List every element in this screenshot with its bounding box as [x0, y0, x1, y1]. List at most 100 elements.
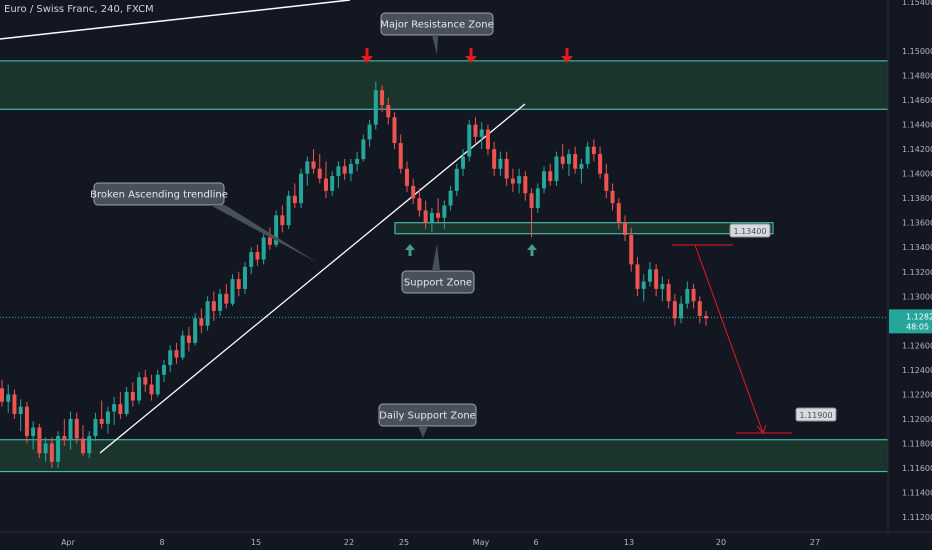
zone-band-3	[0, 439, 888, 472]
price-tick-label: 1.12400	[902, 366, 932, 375]
candle-body	[573, 154, 578, 169]
candle-body	[242, 266, 247, 289]
candle-body	[367, 124, 372, 140]
candle-body	[566, 154, 571, 164]
down-arrow-icon	[561, 48, 573, 63]
candle-body	[305, 161, 310, 174]
candle-body	[211, 301, 216, 311]
zone-band-2	[394, 222, 774, 235]
candle-body	[87, 436, 92, 454]
candle-body	[286, 195, 291, 226]
target-label-2-box	[795, 407, 837, 422]
candle-body	[330, 176, 335, 191]
time-tick-label: Apr	[61, 538, 76, 547]
candle-body	[629, 234, 634, 265]
target-label-2-text: 1.11900	[799, 411, 832, 420]
candle-body	[355, 158, 360, 164]
candle-body	[105, 411, 110, 424]
candle-body	[610, 190, 615, 204]
candle-body	[62, 436, 67, 440]
price-tick-label: 1.13000	[902, 292, 932, 301]
candle-body	[591, 146, 596, 155]
candle-body	[236, 279, 241, 289]
candle-body	[423, 210, 428, 223]
candle-body	[137, 377, 142, 401]
candle-body	[56, 436, 61, 462]
candle-body	[697, 301, 702, 316]
candle-body	[542, 171, 547, 189]
candle-body	[691, 288, 696, 302]
candle-body	[392, 117, 397, 144]
candle-body	[80, 438, 85, 454]
candle-body	[180, 335, 185, 358]
candle-body	[93, 418, 98, 437]
candle-body	[704, 315, 708, 319]
candle-body	[267, 237, 272, 245]
candle-body	[224, 293, 229, 304]
candle-body	[647, 269, 652, 282]
price-tick-label: 1.15000	[902, 47, 932, 56]
candle-body	[37, 427, 42, 454]
candle-body	[672, 301, 677, 319]
price-tick-label: 1.12000	[902, 415, 932, 424]
time-tick-label: 13	[624, 538, 634, 547]
candle-body	[12, 394, 17, 414]
candle-body	[436, 212, 441, 218]
price-tick-label: 1.14800	[902, 72, 932, 81]
candle-body	[448, 190, 453, 206]
candle-body	[174, 350, 179, 358]
time-tick-label: May	[473, 538, 490, 547]
candle-body	[74, 418, 79, 439]
candle-body	[529, 193, 534, 208]
resistance-label-text: Major Resistance Zone	[380, 20, 493, 31]
price-tick-label: 1.14400	[902, 121, 932, 130]
candle-body	[660, 284, 665, 289]
candle-body	[311, 161, 316, 169]
candle-body	[535, 188, 540, 208]
up-arrow-icon	[405, 244, 415, 256]
current-price-badge	[889, 309, 932, 334]
projection-line	[694, 244, 764, 434]
candle-body	[498, 158, 503, 169]
candle-body	[299, 173, 304, 204]
candle-body	[467, 124, 472, 157]
price-tick-label: 1.14000	[902, 170, 932, 179]
candle-body	[218, 293, 223, 311]
candle-body	[548, 171, 553, 182]
price-tick-label: 1.11800	[902, 439, 932, 448]
candle-body	[442, 205, 447, 218]
candle-body	[261, 237, 266, 260]
long-term-trendline	[0, 0, 351, 40]
price-tick-label: 1.13800	[902, 194, 932, 203]
candle-body	[274, 215, 279, 245]
support-label-text: Support Zone	[404, 278, 472, 289]
candle-body	[49, 443, 54, 462]
candle-body	[323, 178, 328, 191]
candle-body	[554, 156, 559, 182]
candle-body	[68, 418, 73, 440]
candle-body	[249, 252, 254, 267]
candle-body	[579, 163, 584, 169]
candle-body	[560, 156, 565, 164]
candle-body	[616, 203, 621, 223]
candle-body	[654, 269, 659, 289]
down-arrow-icon	[465, 48, 477, 63]
target-label-1-text: 1.13400	[733, 227, 766, 236]
candle-body	[685, 288, 690, 304]
candle-body	[386, 105, 391, 118]
candle-body	[523, 176, 528, 194]
time-tick-label: 25	[399, 538, 409, 547]
candle-body	[99, 418, 104, 424]
candle-body	[18, 406, 23, 414]
down-arrow-icon	[361, 48, 373, 63]
candle-body	[598, 154, 603, 174]
candle-body	[205, 301, 210, 326]
candle-body	[230, 279, 235, 304]
candle-body	[336, 166, 341, 177]
price-tick-label: 1.12200	[902, 390, 932, 399]
candle-body	[193, 318, 198, 343]
candle-body	[6, 394, 11, 402]
candle-body	[485, 129, 490, 150]
